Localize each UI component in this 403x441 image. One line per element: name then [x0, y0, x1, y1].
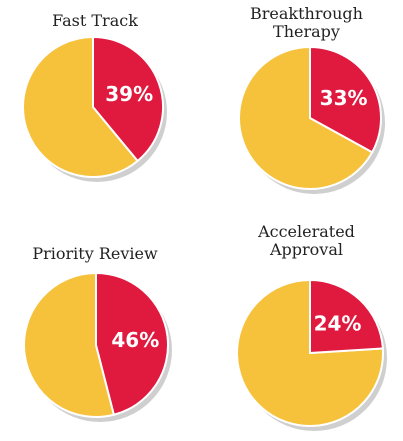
pie-data-label: 24%	[314, 312, 362, 336]
chart-title-line: Accelerated	[258, 222, 355, 241]
pie-slice-highlight	[95, 272, 169, 416]
pie-slice-remainder	[238, 46, 374, 190]
pie-slice-highlight	[309, 279, 384, 354]
pie-panel-priority-review: Priority Review 46%	[0, 225, 190, 441]
chart-title-line: Approval	[269, 240, 343, 259]
pie-data-label: 46%	[111, 328, 159, 352]
pie-data-label: 33%	[320, 86, 368, 110]
pie-panel-breakthrough-therapy: Breakthrough Therapy 33%	[210, 0, 403, 210]
pie-data-label: 39%	[105, 82, 153, 106]
pie-slice-remainder	[23, 272, 115, 418]
pie-slice-remainder	[22, 36, 139, 178]
pie-panel-fast-track: Fast Track 39%	[0, 0, 190, 210]
pie-slice-highlight	[309, 46, 382, 154]
pie-panel-accelerated-approval: Accelerated Approval 24%	[210, 218, 403, 441]
pie-chart: 39%	[22, 36, 167, 182]
pie-slice-highlight	[92, 36, 165, 162]
pie-chart: 33%	[238, 46, 385, 194]
pie-chart: 24%	[236, 279, 387, 431]
chart-title-line: Fast Track	[52, 11, 138, 30]
chart-title: Breakthrough Therapy	[210, 5, 403, 41]
chart-title-line: Therapy	[273, 22, 340, 41]
chart-title: Accelerated Approval	[210, 223, 403, 259]
chart-title-line: Breakthrough	[250, 4, 363, 23]
chart-title: Priority Review	[0, 245, 190, 263]
chart-title: Fast Track	[0, 12, 190, 30]
pie-chart: 46%	[23, 272, 172, 422]
chart-title-line: Priority Review	[32, 244, 158, 263]
